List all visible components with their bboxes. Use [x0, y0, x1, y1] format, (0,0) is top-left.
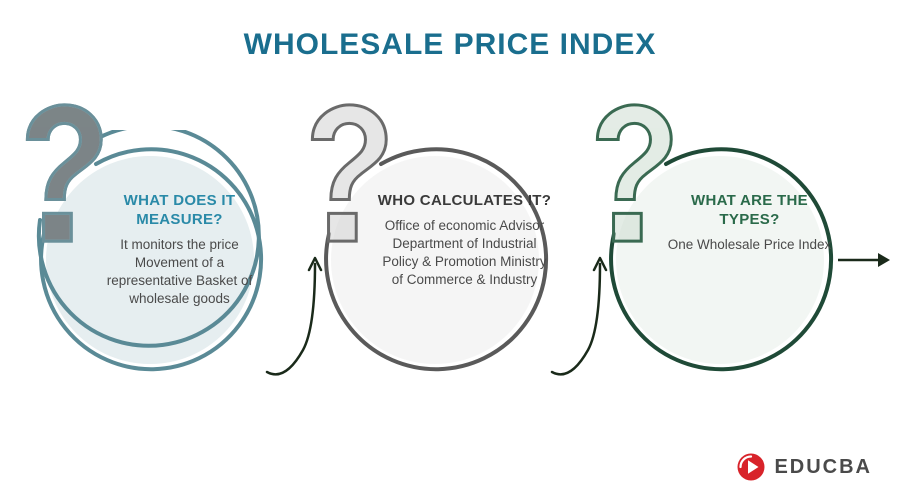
panel-answer: One Wholesale Price Index [662, 236, 837, 254]
panel-measure: WHAT DOES IT MEASURE? It monitors the pr… [20, 130, 280, 390]
panel-question: WHO CALCULATES IT? [377, 192, 552, 211]
panel-answer: Office of economic Advisor Department of… [377, 217, 552, 290]
flow-container: WHAT DOES IT MEASURE? It monitors the pr… [0, 130, 900, 430]
educba-icon [736, 452, 766, 482]
exit-arrow-straight [838, 248, 898, 272]
panel-text: WHO CALCULATES IT? Office of economic Ad… [377, 192, 552, 290]
panel-types: WHAT ARE THE TYPES? One Wholesale Price … [590, 130, 850, 390]
page-title: WHOLESALE PRICE INDEX [0, 0, 900, 62]
panel-answer: It monitors the price Movement of a repr… [92, 236, 267, 309]
panel-open-arc [611, 149, 831, 369]
panel-tint-fill [616, 156, 824, 364]
panel-question: WHAT DOES IT MEASURE? [92, 192, 267, 230]
brand-logo: EDUCBA [736, 452, 872, 482]
panel-calculates: WHO CALCULATES IT? Office of economic Ad… [305, 130, 565, 390]
panel-arc [590, 130, 850, 390]
panel-text: WHAT ARE THE TYPES? One Wholesale Price … [662, 192, 837, 254]
panel-question: WHAT ARE THE TYPES? [662, 192, 837, 230]
panel-text: WHAT DOES IT MEASURE? It monitors the pr… [92, 192, 267, 308]
brand-logo-text: EDUCBA [774, 456, 872, 479]
